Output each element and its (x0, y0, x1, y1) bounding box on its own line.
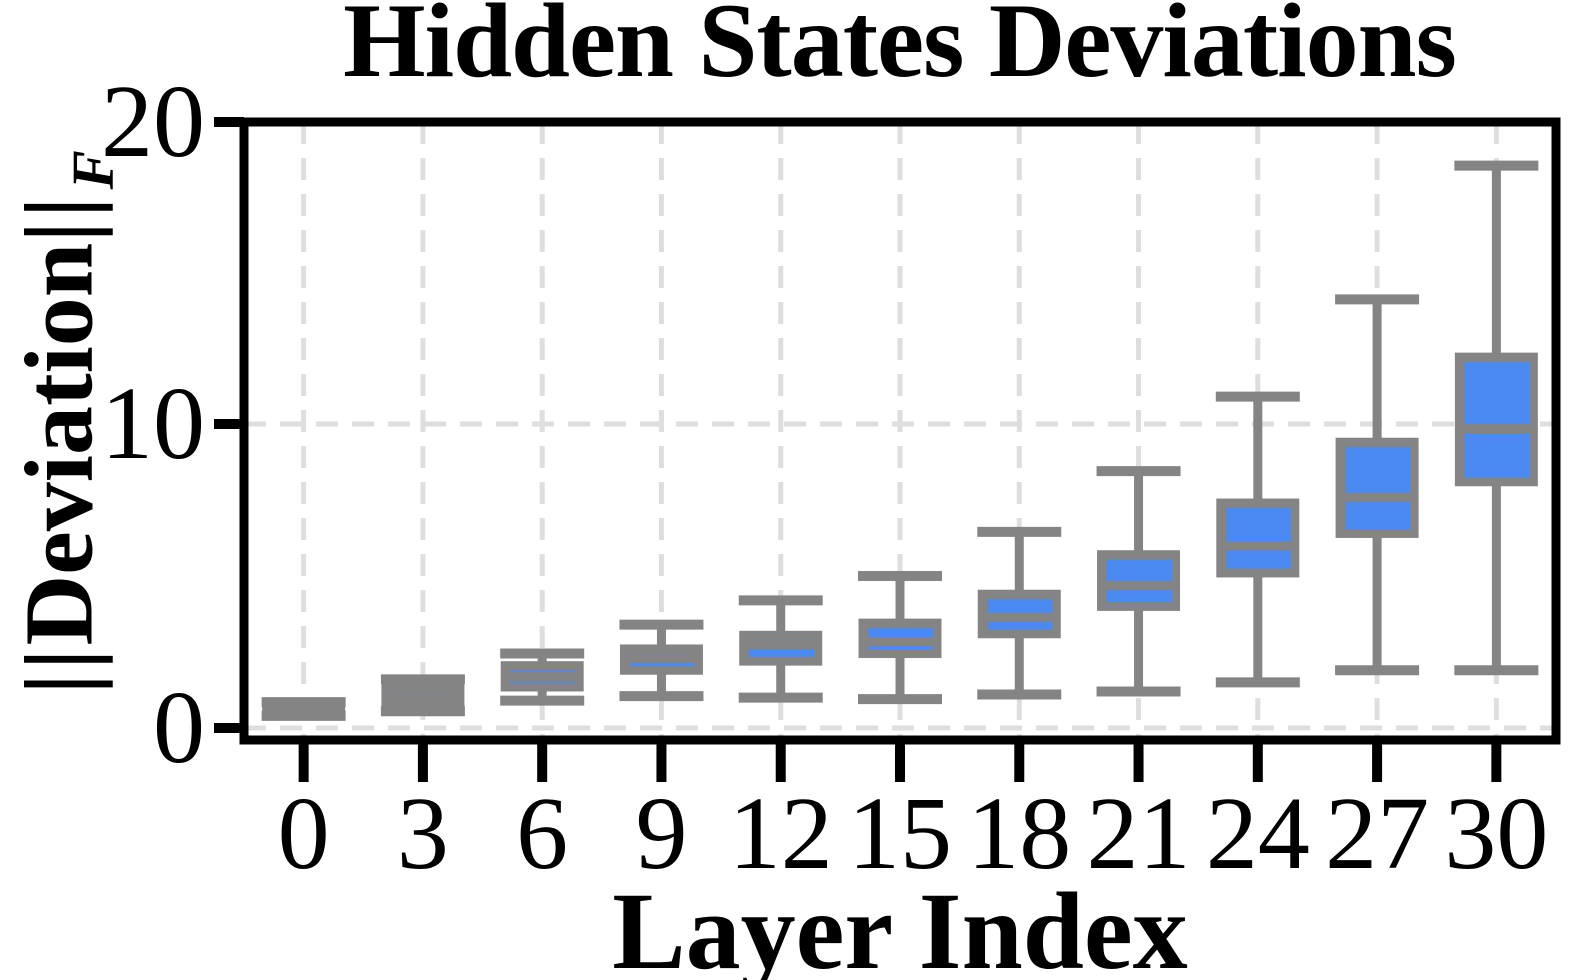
x-tick-label-21: 21 (1086, 776, 1191, 891)
box-layer-24 (1216, 498, 1300, 578)
x-tick-label-6: 6 (516, 776, 569, 891)
x-tick-label-18: 18 (967, 776, 1072, 891)
x-tick-label-9: 9 (635, 776, 688, 891)
y-tick-label-20: 20 (101, 64, 205, 179)
chart-title: Hidden States Deviations (343, 0, 1457, 99)
x-tick-label-12: 12 (728, 776, 833, 891)
x-tick-label-24: 24 (1205, 776, 1310, 891)
box-layer-21 (1097, 550, 1181, 611)
y-axis-label-close-bars: || (5, 193, 114, 243)
y-tick-label-10: 10 (101, 366, 205, 481)
x-tick-label-27: 27 (1325, 776, 1430, 891)
y-tick-label-0: 0 (153, 670, 205, 785)
box-layer-30 (1454, 352, 1538, 487)
box-layer-27 (1335, 437, 1419, 538)
x-axis-label: Layer Index (612, 870, 1188, 980)
x-tick-label-15: 15 (848, 776, 952, 891)
x-tick-label-30: 30 (1444, 776, 1549, 891)
x-tick-label-3: 3 (396, 776, 449, 891)
x-tick-label-0: 0 (277, 776, 330, 891)
